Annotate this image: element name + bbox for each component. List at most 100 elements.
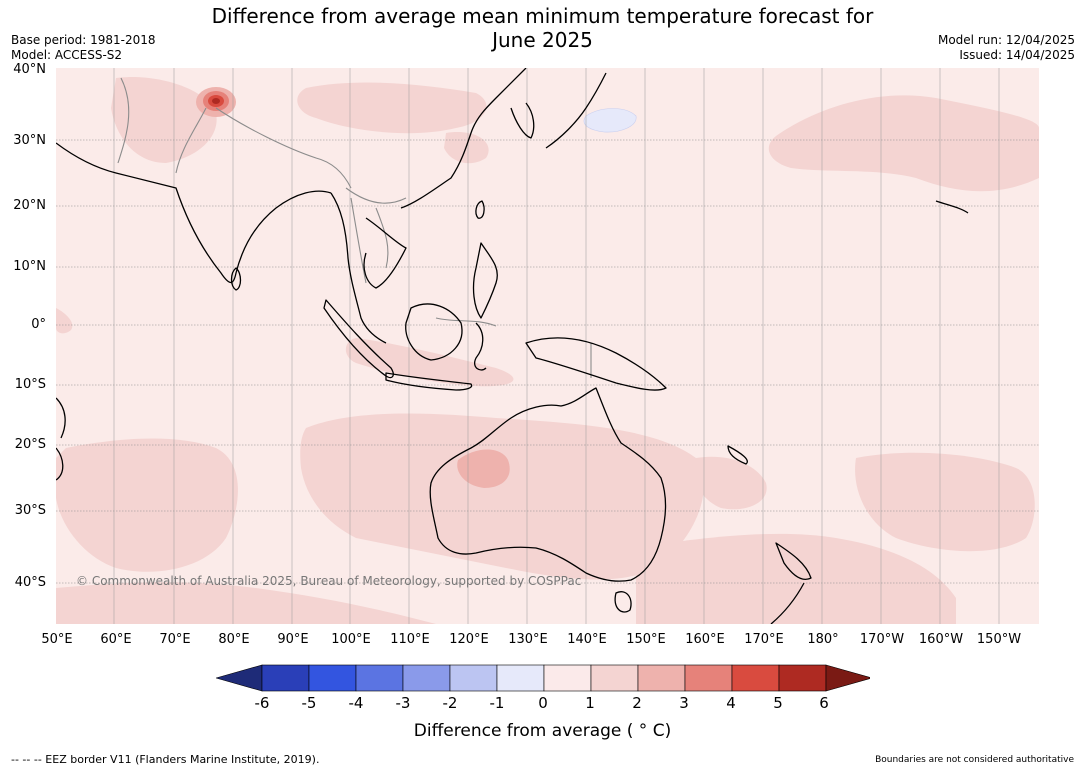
colorbar bbox=[216, 664, 870, 692]
lat-label-30n: 30°N bbox=[13, 133, 46, 148]
anomaly-region-south-indian bbox=[56, 438, 238, 572]
coast-new-guinea bbox=[525, 337, 667, 391]
border-myanmar-thailand bbox=[350, 197, 367, 284]
coast-new-caledonia bbox=[727, 445, 748, 465]
colorbar-tick-neg5: -5 bbox=[301, 694, 317, 712]
coast-tasmania bbox=[614, 591, 632, 613]
colorbar-bin bbox=[731, 664, 780, 692]
coast-new-zealand-north bbox=[775, 542, 812, 580]
coast-madagascar bbox=[56, 447, 64, 481]
coast-sulawesi bbox=[474, 322, 487, 371]
colorbar-bin bbox=[637, 664, 686, 692]
coast-korea bbox=[510, 102, 535, 139]
lon-label-50e: 50°E bbox=[41, 632, 73, 647]
colorbar-tick-neg6: -6 bbox=[254, 694, 270, 712]
lon-label-140e: 140°E bbox=[567, 632, 607, 647]
colorbar-bin bbox=[543, 664, 592, 692]
colorbar-tick-6: 6 bbox=[819, 694, 829, 712]
meta-right: Model run: 12/04/2025 Issued: 14/04/2025 bbox=[938, 33, 1075, 63]
lon-label-130e: 130°E bbox=[508, 632, 548, 647]
colorbar-tick-1: 1 bbox=[585, 694, 595, 712]
lon-label-170w: 170°W bbox=[859, 632, 905, 647]
lon-label-150e: 150°E bbox=[626, 632, 666, 647]
lat-label-30s: 30°S bbox=[14, 503, 46, 518]
model-name: Model: ACCESS-S2 bbox=[11, 48, 123, 62]
coast-indochina bbox=[363, 217, 407, 289]
colorbar-bin bbox=[261, 664, 310, 692]
lon-label-180: 180° bbox=[807, 632, 839, 647]
lon-label-160w: 160°W bbox=[918, 632, 964, 647]
colorbar-bin bbox=[355, 664, 404, 692]
colorbar-bin bbox=[590, 664, 639, 692]
lat-label-10s: 10°S bbox=[14, 377, 46, 392]
lon-label-90e: 90°E bbox=[277, 632, 309, 647]
colorbar-bin bbox=[308, 664, 357, 692]
colorbar-tick-neg3: -3 bbox=[395, 694, 411, 712]
anomaly-region-indonesia bbox=[345, 338, 514, 387]
colorbar-arrow-low bbox=[216, 664, 263, 692]
colorbar-arrow-high bbox=[825, 664, 870, 692]
base-period: Base period: 1981-2018 bbox=[11, 33, 156, 47]
border-pakistan-india bbox=[175, 107, 207, 174]
coast-bay-of-bengal bbox=[330, 192, 387, 344]
lat-label-10n: 10°N bbox=[13, 259, 46, 274]
border-borneo bbox=[435, 317, 497, 327]
colorbar-bin bbox=[449, 664, 498, 692]
anomaly-region-tasman bbox=[693, 456, 767, 510]
anomaly-region-far-south bbox=[56, 582, 436, 624]
anomaly-region-east-pacific bbox=[855, 452, 1035, 552]
title-line-1: Difference from average mean minimum tem… bbox=[211, 4, 874, 28]
temperature-anomaly-map[interactable]: © Commonwealth of Australia 2025, Bureau… bbox=[56, 68, 1039, 624]
lon-label-120e: 120°E bbox=[449, 632, 489, 647]
title-line-2: June 2025 bbox=[492, 28, 593, 52]
colorbar-tick-neg1: -1 bbox=[489, 694, 505, 712]
anomaly-region-mongolia bbox=[297, 82, 487, 134]
country-borders bbox=[117, 77, 592, 378]
meta-left: Base period: 1981-2018 Model: ACCESS-S2 bbox=[11, 33, 156, 63]
anomaly-region-central-australia bbox=[457, 449, 510, 488]
anomaly-region-north-pacific bbox=[768, 95, 1039, 192]
anomaly-region-south-pacific bbox=[636, 533, 956, 624]
coast-hawaii bbox=[935, 200, 969, 214]
lat-label-40n: 40°N bbox=[13, 62, 46, 77]
graticule-meridians bbox=[113, 68, 1000, 624]
copyright-notice: © Commonwealth of Australia 2025, Bureau… bbox=[76, 574, 581, 588]
lon-label-150w: 150°W bbox=[976, 632, 1022, 647]
colorbar-bin bbox=[496, 664, 545, 692]
anomaly-region-australia-indian bbox=[300, 413, 704, 580]
coast-china bbox=[400, 68, 527, 209]
colorbar-tick-2: 2 bbox=[632, 694, 642, 712]
issued-date: Issued: 14/04/2025 bbox=[959, 48, 1075, 62]
anomaly-region-kashmir-max bbox=[212, 98, 220, 104]
anomaly-region-japan-sea bbox=[583, 108, 637, 133]
lon-label-170e: 170°E bbox=[744, 632, 784, 647]
border-himalaya bbox=[215, 107, 352, 189]
lon-label-80e: 80°E bbox=[218, 632, 250, 647]
lon-label-100e: 100°E bbox=[331, 632, 371, 647]
eez-note: -- -- -- EEZ border V11 (Flanders Marine… bbox=[11, 753, 320, 766]
anomaly-1-2-regions bbox=[56, 77, 1039, 624]
border-china-indochina bbox=[345, 187, 407, 204]
colorbar-bin bbox=[402, 664, 451, 692]
coast-japan bbox=[545, 72, 607, 149]
lon-label-70e: 70°E bbox=[159, 632, 191, 647]
colorbar-tick-neg2: -2 bbox=[442, 694, 458, 712]
graticule bbox=[56, 139, 1039, 584]
colorbar-tick-4: 4 bbox=[726, 694, 736, 712]
anomaly-region-central-asia bbox=[111, 77, 217, 163]
anomaly-negative-regions bbox=[583, 108, 637, 133]
coast-australia bbox=[429, 387, 667, 582]
coast-sumatra bbox=[323, 299, 394, 379]
model-run: Model run: 12/04/2025 bbox=[937, 33, 1075, 47]
lat-label-20s: 20°S bbox=[14, 437, 46, 452]
coast-new-zealand-south bbox=[770, 582, 805, 624]
lon-label-110e: 110°E bbox=[390, 632, 430, 647]
coast-sri-lanka bbox=[230, 267, 242, 291]
colorbar-tick-3: 3 bbox=[679, 694, 689, 712]
anomaly-hotspot bbox=[203, 91, 229, 111]
coast-taiwan bbox=[475, 200, 485, 219]
map-title: Difference from average mean minimum tem… bbox=[0, 4, 1085, 52]
colorbar-title: Difference from average ( ° C) bbox=[413, 721, 672, 741]
border-laos-vietnam bbox=[375, 207, 389, 269]
lon-label-160e: 160°E bbox=[685, 632, 725, 647]
